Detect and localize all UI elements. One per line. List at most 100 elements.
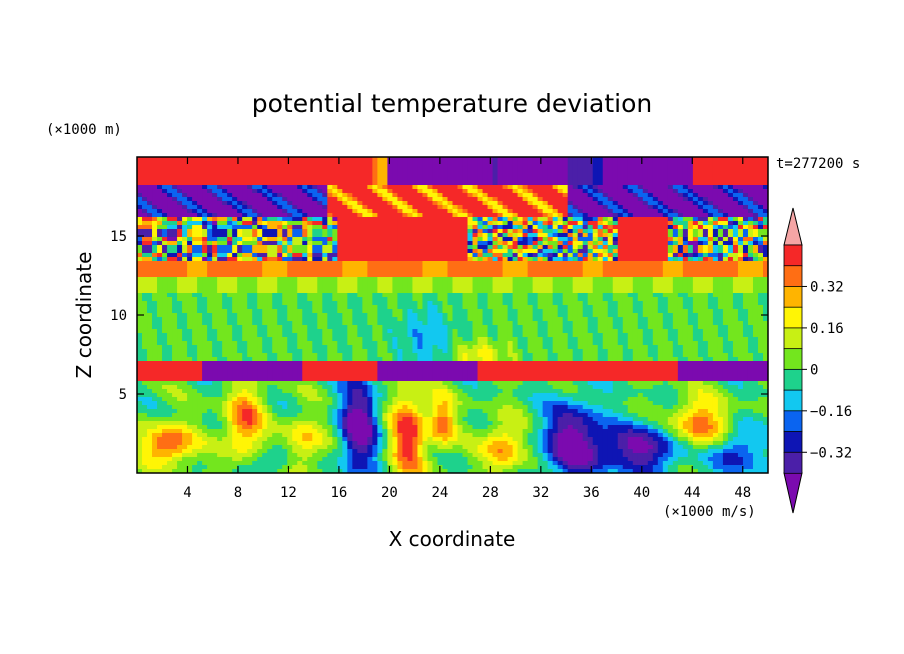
heatmap-cell [622,177,629,182]
heatmap-cell [197,281,203,286]
heatmap-cell [147,285,153,290]
heatmap-cell [152,221,158,226]
heatmap-cell [327,237,333,242]
heatmap-cell [747,301,754,306]
heatmap-cell [207,201,213,206]
heatmap-cell [727,261,734,266]
heatmap-cell [207,305,213,310]
heatmap-cell [252,165,258,170]
heatmap-cell [382,177,388,182]
heatmap-cell [617,281,624,286]
heatmap-cell [722,185,729,190]
heatmap-cell [282,205,288,210]
heatmap-cell [397,165,404,170]
heatmap-cell [197,185,203,190]
heatmap-cell [762,265,768,270]
heatmap-cell [372,297,378,302]
heatmap-cell [252,313,258,318]
heatmap-cell [707,161,714,166]
heatmap-cell [582,177,589,182]
heatmap-cell [732,157,739,162]
heatmap-cell [182,301,188,306]
heatmap-cell [677,201,684,206]
heatmap-cell [197,265,203,270]
heatmap-cell [192,269,198,274]
heatmap-cell [582,285,589,290]
heatmap-cell [267,305,273,310]
heatmap-cell [382,161,388,166]
heatmap-cell [307,293,313,298]
heatmap-cell [147,209,153,214]
heatmap-cell [637,273,644,278]
heatmap-cell [537,241,544,246]
heatmap-cell [757,269,764,274]
heatmap-cell [697,285,704,290]
heatmap-cell [482,309,489,314]
heatmap-cell [347,297,353,302]
heatmap-cell [142,173,148,178]
heatmap-cell [587,261,594,266]
heatmap-cell [142,225,148,230]
heatmap-cell [262,293,268,298]
heatmap-cell [282,217,288,222]
heatmap-cell [712,229,719,234]
heatmap-cell [172,169,178,174]
heatmap-cell [177,253,183,258]
heatmap-cell [322,245,328,250]
heatmap-cell [407,173,414,178]
heatmap-cell [412,281,419,286]
heatmap-cell [657,241,664,246]
heatmap-cell [222,269,228,274]
heatmap-cell [197,193,203,198]
heatmap-cell [547,233,554,238]
heatmap-cell [417,305,424,310]
heatmap-cell [457,201,464,206]
heatmap-cell [752,277,759,282]
heatmap-cell [397,205,404,210]
heatmap-cell [157,201,163,206]
heatmap-cell [472,201,479,206]
heatmap-cell [602,177,609,182]
heatmap-cell [422,305,429,310]
heatmap-cell [372,313,378,318]
heatmap-cell [232,185,238,190]
heatmap-cell [582,229,589,234]
heatmap-cell [367,157,373,162]
heatmap-cell [397,225,404,230]
heatmap-cell [482,177,489,182]
heatmap-cell [702,229,709,234]
heatmap-cell [452,185,459,190]
heatmap-cell [342,269,348,274]
heatmap-cell [617,213,624,218]
heatmap-cell [222,213,228,218]
heatmap-cell [257,197,263,202]
heatmap-cell [167,273,173,278]
heatmap-cell [377,309,383,314]
heatmap-cell [652,229,659,234]
heatmap-cell [642,261,649,266]
heatmap-cell [157,189,163,194]
heatmap-cell [697,281,704,286]
heatmap-cell [342,213,348,218]
heatmap-cell [182,281,188,286]
heatmap-cell [392,253,399,258]
heatmap-cell [357,181,363,186]
heatmap-cell [302,201,308,206]
heatmap-cell [402,241,409,246]
heatmap-cell [347,205,353,210]
heatmap-cell [642,205,649,210]
heatmap-cell [382,157,388,162]
heatmap-cell [357,309,363,314]
heatmap-cell [282,201,288,206]
heatmap-cell [157,165,163,170]
heatmap-cell [667,293,674,298]
heatmap-cell [667,257,674,262]
heatmap-cell [307,225,313,230]
heatmap-cell [692,185,699,190]
heatmap-cell [587,225,594,230]
heatmap-cell [692,237,699,242]
heatmap-cell [387,225,394,230]
heatmap-cell [382,257,388,262]
heatmap-cell [522,201,529,206]
heatmap-cell [557,293,564,298]
